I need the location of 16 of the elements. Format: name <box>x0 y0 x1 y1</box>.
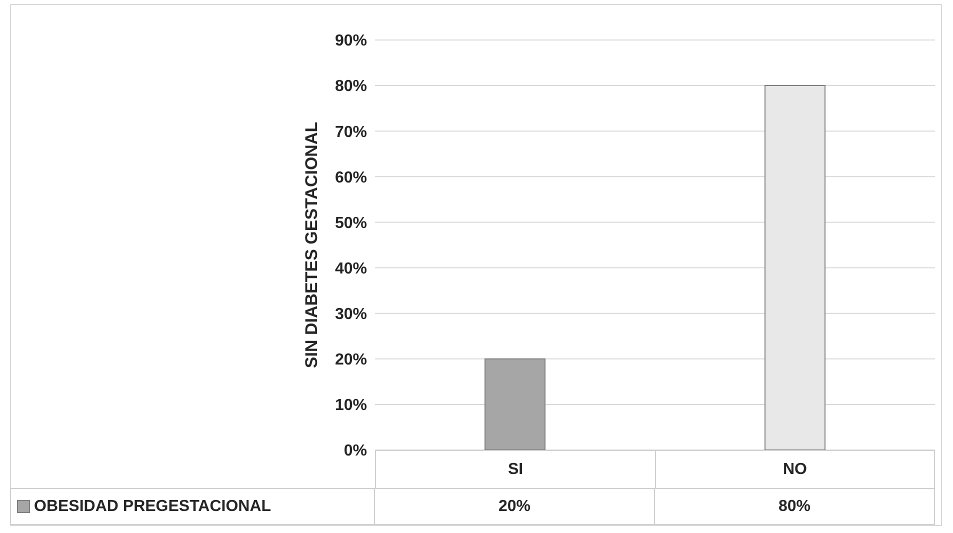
legend-label: OBESIDAD PREGESTACIONAL <box>10 488 375 525</box>
data-label: 80% <box>655 488 935 525</box>
y-tick-label: 70% <box>334 124 367 141</box>
y-tick-label: 80% <box>334 78 367 96</box>
y-tick-label: 20% <box>334 352 367 369</box>
y-tick-label: 60% <box>334 169 367 186</box>
y-tick-label: 10% <box>334 397 367 414</box>
y-tick-label: 50% <box>334 214 367 232</box>
y-tick-label: 0% <box>344 442 367 460</box>
data-label: 20% <box>375 488 655 525</box>
x-tick-label: SI <box>375 450 655 488</box>
y-tick-label: 40% <box>334 260 367 278</box>
x-tick-label: NO <box>655 450 935 488</box>
y-axis-title: SIN DIABETES GESTACIONAL <box>302 122 322 368</box>
y-tick-label: 30% <box>334 306 367 324</box>
y-tick-label: 90% <box>334 32 367 50</box>
